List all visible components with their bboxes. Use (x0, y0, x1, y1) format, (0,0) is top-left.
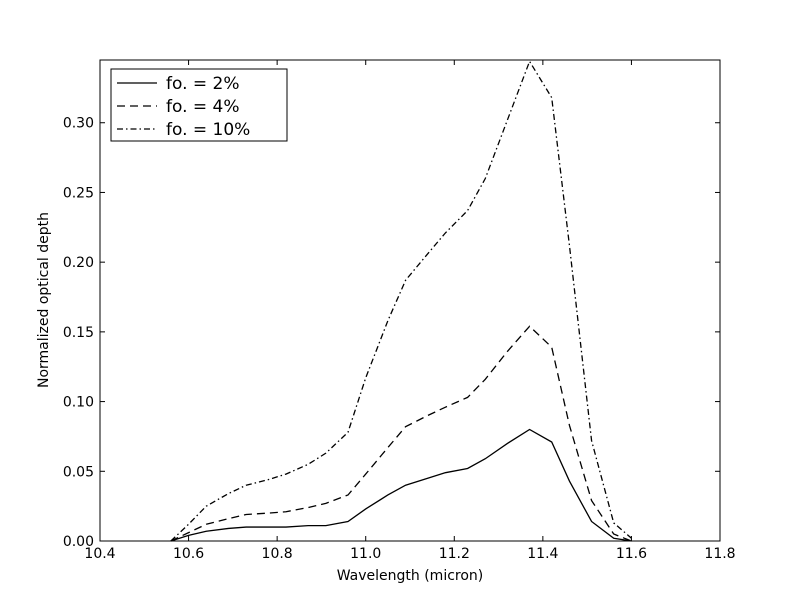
y-tick-label: 0.00 (63, 534, 94, 550)
series-layer (170, 59, 632, 542)
series-line-2 (170, 325, 632, 542)
legend-entries: fo. = 2% fo. = 4% fo. = 10% (117, 74, 250, 140)
x-tick-label: 11.0 (350, 546, 381, 562)
legend-label-2: fo. = 4% (166, 97, 240, 117)
x-tick-label: 10.4 (84, 546, 115, 562)
y-tick-label: 0.30 (63, 116, 94, 132)
x-tick-label: 10.8 (262, 546, 293, 562)
plot-frame (99, 59, 721, 542)
legend-label-1: fo. = 2% (166, 74, 240, 94)
legend-label-3: fo. = 10% (166, 120, 250, 140)
y-axis-label: Normalized optical depth (36, 212, 52, 388)
tick-layer: 10.4 10.6 10.8 11.0 11.2 11.4 11.6 11.8 0.00 0.05… (63, 60, 736, 562)
series-line-1 (170, 428, 632, 542)
y-tick-label: 0.10 (63, 395, 94, 411)
y-tick-label: 0.20 (63, 255, 94, 271)
x-tick-label: 11.4 (527, 546, 558, 562)
y-tick-label: 0.15 (63, 325, 94, 341)
x-tick-label: 10.6 (173, 546, 204, 562)
x-tick-label: 11.2 (439, 546, 470, 562)
series-line-3 (170, 59, 632, 542)
y-tick-label: 0.25 (63, 185, 94, 201)
legend: fo. = 2% fo. = 4% fo. = 10% (110, 68, 288, 142)
x-tick-label: 11.6 (616, 546, 647, 562)
x-tick-label: 11.8 (704, 546, 735, 562)
x-axis-label: Wavelength (micron) (337, 568, 484, 584)
y-tick-label: 0.05 (63, 464, 94, 480)
